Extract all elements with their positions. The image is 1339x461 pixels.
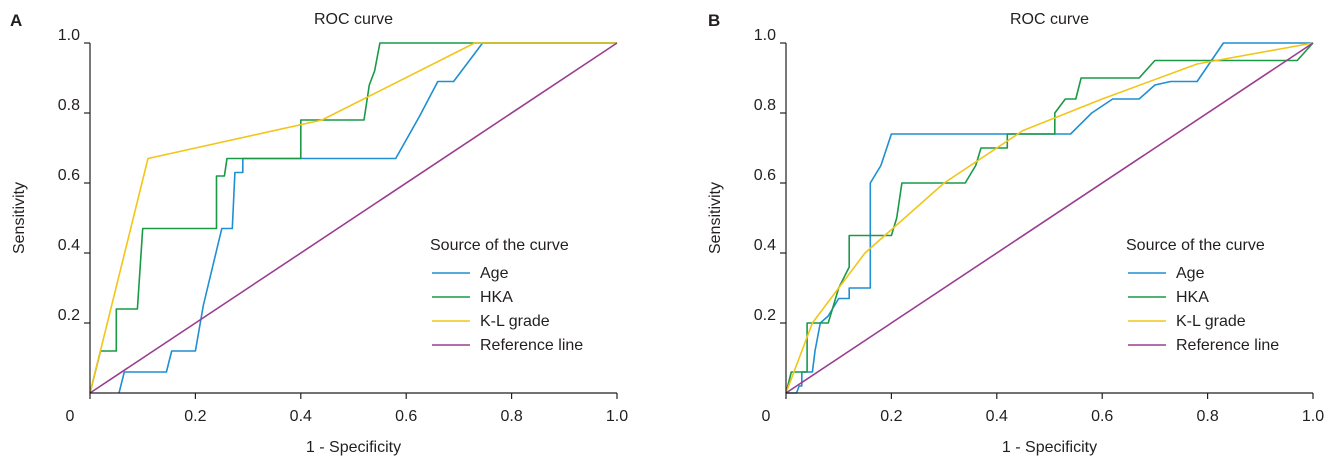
x-tick-label: 0.4: [986, 408, 1008, 425]
x-tick-label: 0: [66, 408, 75, 425]
legend-entry-age: Age: [1176, 265, 1205, 282]
y-tick-label: 0.8: [754, 97, 776, 114]
legend-entry-reference: Reference line: [1176, 337, 1279, 354]
y-tick-label: 0.2: [58, 307, 80, 324]
legend-entry-kl: K-L grade: [1176, 313, 1246, 330]
x-tick-label: 0.6: [1091, 408, 1113, 425]
series-line-age: [118, 42, 617, 394]
series-line-hka: [785, 42, 1314, 394]
legend-title: Source of the curve: [1126, 237, 1265, 254]
legend-entry-hka: HKA: [1176, 289, 1209, 306]
chart-title: ROC curve: [314, 11, 393, 28]
x-tick-label: 0.8: [1196, 408, 1218, 425]
legend-entry-hka: HKA: [480, 289, 513, 306]
y-tick-label: 1.0: [58, 27, 80, 44]
y-tick-label: 0.4: [754, 237, 776, 254]
x-axis-label: 1 - Specificity: [1002, 439, 1097, 456]
legend-entry-age: Age: [480, 265, 509, 282]
series-line-kl: [89, 42, 617, 394]
series-line-reference: [89, 42, 618, 394]
x-tick-label: 0.8: [500, 408, 522, 425]
x-tick-label: 0: [762, 408, 771, 425]
panel-letter: B: [708, 11, 720, 30]
legend-entry-reference: Reference line: [480, 337, 583, 354]
legend: Source of the curve Age HKA K-L grade Refere…: [430, 237, 583, 354]
panel-letter: A: [10, 11, 22, 30]
legend-entry-kl: K-L grade: [480, 313, 550, 330]
roc-chart-panel-a: A ROC curve 0 0.2 0.4 0.6 0.8 1.0 0.2 0.4 0.6 0.8 1.…: [10, 11, 628, 456]
series-line-hka: [89, 42, 617, 394]
y-axis-label: Sensitivity: [707, 182, 724, 254]
y-axis-label: Sensitivity: [11, 182, 28, 254]
x-axis-label: 1 - Specificity: [306, 439, 401, 456]
x-tick-label: 0.2: [880, 408, 902, 425]
x-tick-label: 0.4: [290, 408, 312, 425]
series-line-reference: [785, 42, 1314, 394]
series-line-kl: [785, 42, 1314, 394]
y-tick-label: 0.6: [58, 167, 80, 184]
chart-title: ROC curve: [1010, 11, 1089, 28]
y-tick-label: 0.2: [754, 307, 776, 324]
legend: Source of the curve Age HKA K-L grade Refere…: [1126, 237, 1279, 354]
y-tick-label: 1.0: [754, 27, 776, 44]
roc-chart-panel-b: B ROC curve 0 0.2 0.4 0.6 0.8 1.0 0.2 0.4 0.6 0.8 1.…: [707, 11, 1324, 456]
x-tick-label: 0.2: [184, 408, 206, 425]
x-tick-label: 1.0: [606, 408, 628, 425]
x-tick-label: 0.6: [395, 408, 417, 425]
y-tick-label: 0.6: [754, 167, 776, 184]
y-tick-label: 0.4: [58, 237, 80, 254]
x-tick-label: 1.0: [1302, 408, 1324, 425]
y-tick-label: 0.8: [58, 97, 80, 114]
legend-title: Source of the curve: [430, 237, 569, 254]
